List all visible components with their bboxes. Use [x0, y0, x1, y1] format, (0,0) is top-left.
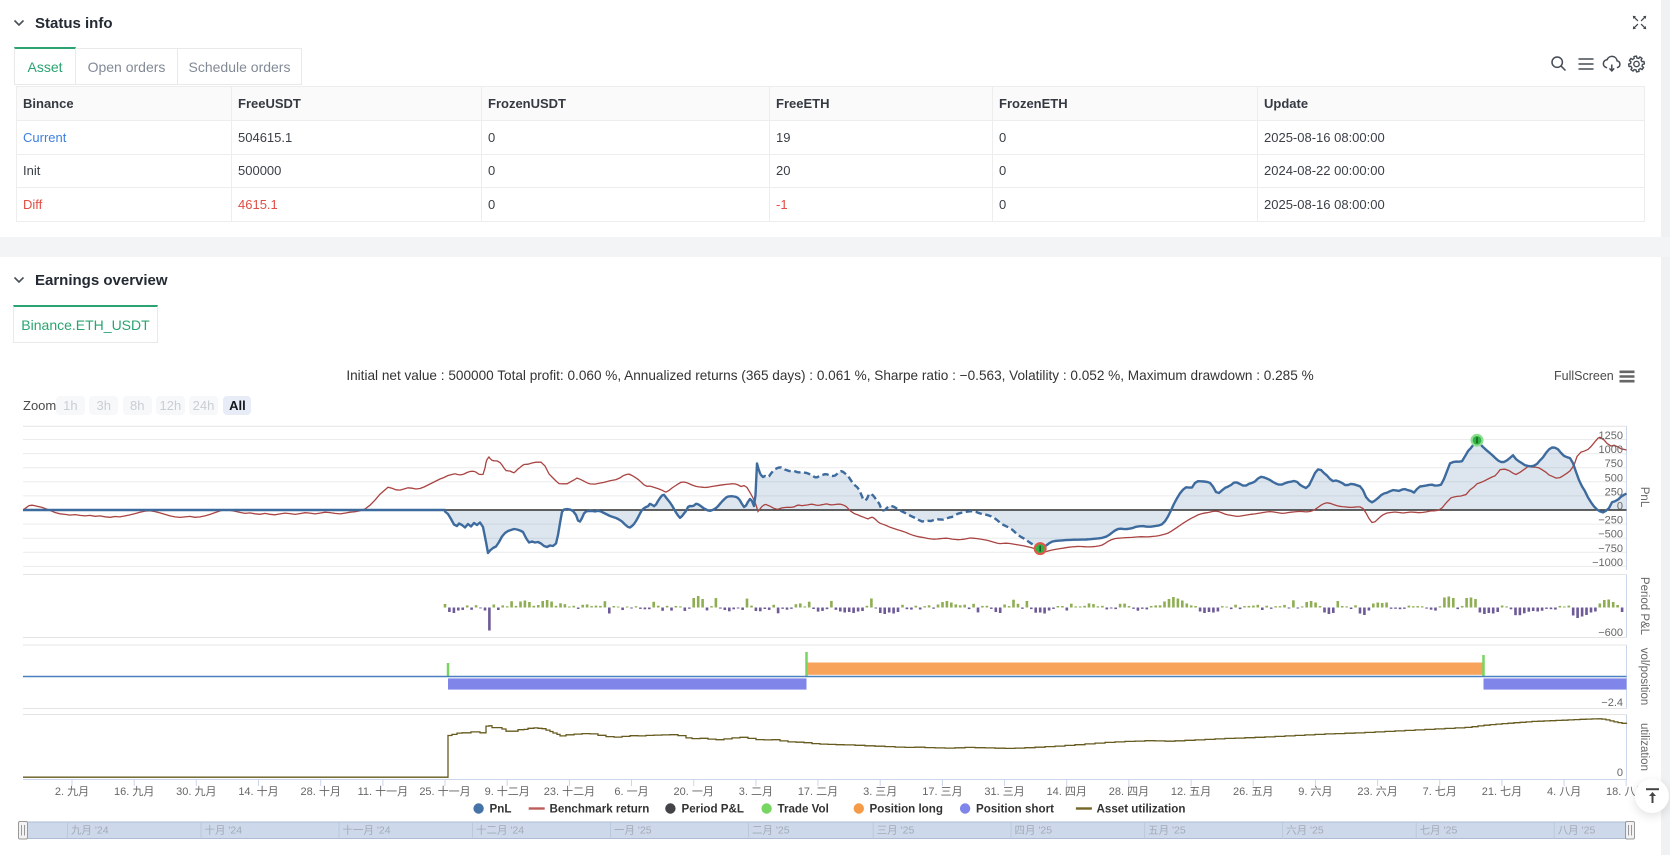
svg-text:Trade Vol: Trade Vol: [778, 803, 829, 816]
svg-text:9. 十二月: 9. 十二月: [485, 784, 530, 798]
svg-text:9. 六月: 9. 六月: [1298, 785, 1332, 798]
svg-text:Benchmark return: Benchmark return: [550, 803, 650, 816]
svg-text:12. 五月: 12. 五月: [1171, 786, 1211, 798]
svg-text:2. 九月: 2. 九月: [55, 785, 89, 798]
svg-text:八月 '25: 八月 '25: [1558, 825, 1596, 837]
svg-text:七月 '25: 七月 '25: [1420, 825, 1458, 837]
svg-text:21. 七月: 21. 七月: [1482, 785, 1522, 798]
svg-text:16. 九月: 16. 九月: [114, 785, 154, 798]
svg-text:30. 九月: 30. 九月: [176, 785, 216, 798]
svg-text:−1000: −1000: [1592, 557, 1623, 569]
svg-text:−750: −750: [1598, 543, 1623, 555]
svg-text:三月 '25: 三月 '25: [877, 825, 915, 837]
svg-text:PnL: PnL: [1638, 487, 1650, 508]
svg-text:一月 '25: 一月 '25: [614, 825, 652, 837]
svg-text:1000: 1000: [1599, 444, 1623, 456]
svg-text:250: 250: [1605, 486, 1623, 498]
svg-text:Period P&L: Period P&L: [682, 803, 745, 816]
svg-text:20. 一月: 20. 一月: [674, 786, 714, 798]
svg-text:28. 十月: 28. 十月: [301, 784, 341, 798]
svg-text:−500: −500: [1598, 529, 1623, 541]
svg-text:3. 二月: 3. 二月: [739, 786, 773, 798]
svg-text:3. 三月: 3. 三月: [863, 786, 897, 798]
svg-text:Position short: Position short: [976, 803, 1054, 816]
svg-text:十月 '24: 十月 '24: [205, 824, 243, 837]
svg-text:vol/position: vol/position: [1638, 648, 1650, 706]
svg-text:23. 十二月: 23. 十二月: [544, 784, 595, 798]
svg-text:六月 '25: 六月 '25: [1286, 825, 1324, 837]
svg-text:1250: 1250: [1599, 430, 1623, 442]
svg-text:−250: −250: [1598, 515, 1623, 527]
svg-text:十一月 '24: 十一月 '24: [343, 824, 391, 837]
svg-text:750: 750: [1605, 458, 1623, 470]
svg-text:0: 0: [1617, 501, 1623, 513]
svg-text:Asset utilization: Asset utilization: [1097, 803, 1186, 816]
svg-text:26. 五月: 26. 五月: [1233, 786, 1273, 798]
svg-text:11. 十一月: 11. 十一月: [358, 784, 409, 798]
svg-text:二月 '25: 二月 '25: [752, 825, 790, 837]
svg-text:14. 十月: 14. 十月: [238, 784, 278, 798]
svg-text:17. 三月: 17. 三月: [922, 786, 962, 798]
svg-text:Period P&L: Period P&L: [1638, 577, 1650, 636]
svg-text:四月 '25: 四月 '25: [1015, 825, 1053, 837]
svg-text:−600: −600: [1598, 627, 1623, 639]
svg-text:五月 '25: 五月 '25: [1148, 825, 1186, 837]
svg-text:4. 八月: 4. 八月: [1547, 786, 1581, 798]
svg-text:31. 三月: 31. 三月: [984, 786, 1024, 798]
svg-text:25. 十一月: 25. 十一月: [419, 784, 470, 798]
svg-text:PnL: PnL: [490, 803, 512, 816]
svg-text:28. 四月: 28. 四月: [1109, 786, 1149, 798]
svg-text:−2.4: −2.4: [1601, 697, 1623, 709]
svg-text:7. 七月: 7. 七月: [1423, 785, 1457, 798]
svg-text:23. 六月: 23. 六月: [1357, 785, 1397, 798]
svg-text:6. 一月: 6. 一月: [614, 786, 648, 798]
svg-text:Position long: Position long: [870, 803, 943, 816]
svg-text:0: 0: [1617, 767, 1623, 779]
svg-text:十二月 '24: 十二月 '24: [476, 824, 524, 837]
svg-text:500: 500: [1605, 472, 1623, 484]
svg-text:17. 二月: 17. 二月: [798, 786, 838, 798]
svg-text:14. 四月: 14. 四月: [1047, 786, 1087, 798]
svg-text:utilization: utilization: [1638, 723, 1650, 771]
svg-text:九月 '24: 九月 '24: [71, 825, 109, 837]
